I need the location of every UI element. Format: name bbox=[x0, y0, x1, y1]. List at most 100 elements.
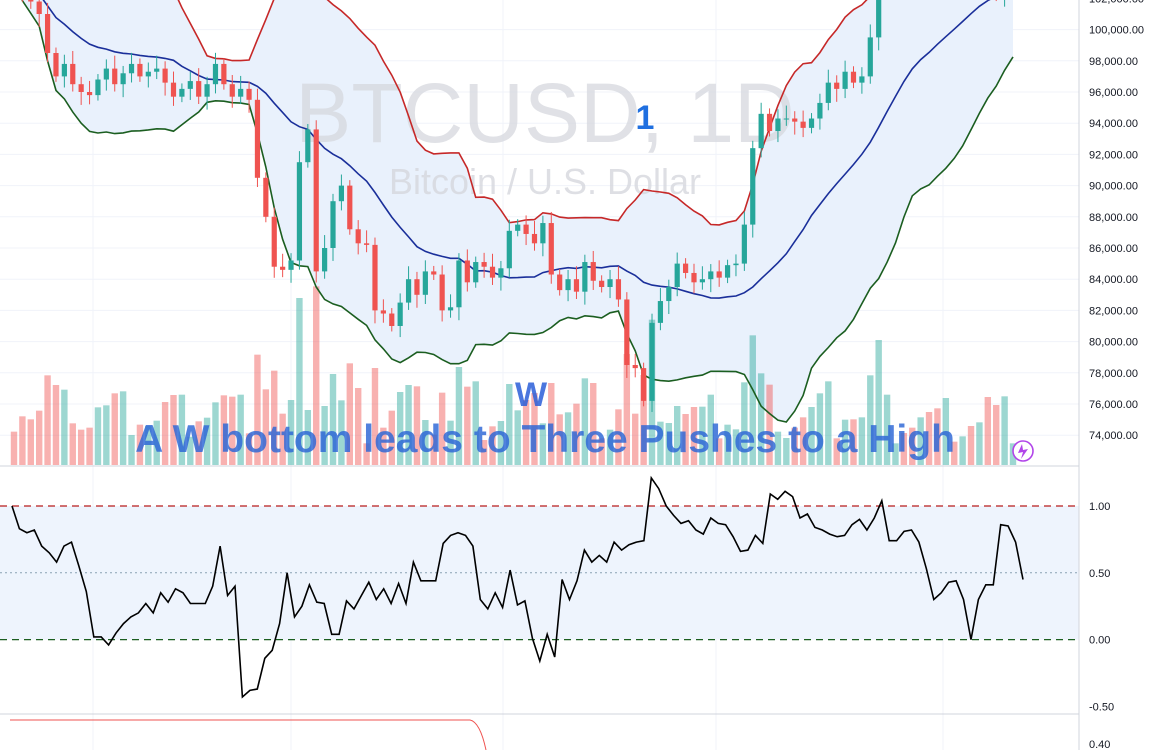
candle-body bbox=[615, 279, 622, 300]
candle-body bbox=[506, 230, 512, 269]
candle-body bbox=[313, 129, 319, 272]
volume-bar bbox=[396, 392, 404, 465]
volume-bar bbox=[732, 429, 740, 465]
volume-bar bbox=[699, 406, 706, 465]
oscillator-tick-label: 0.50 bbox=[1089, 568, 1110, 580]
volume-bar bbox=[900, 433, 908, 465]
volume-bar bbox=[875, 340, 882, 465]
candle-body bbox=[70, 63, 76, 85]
candle-body bbox=[246, 88, 252, 100]
candle-body bbox=[380, 310, 386, 314]
volume-bar bbox=[346, 363, 353, 465]
candle-body bbox=[607, 279, 613, 287]
volume-bar bbox=[959, 436, 966, 465]
annotations: 1 W A W bottom leads to Three Pushes to … bbox=[135, 99, 1034, 462]
candle-body bbox=[86, 92, 93, 96]
volume-bar bbox=[640, 375, 647, 465]
volume-bar bbox=[380, 427, 387, 465]
volume-bar bbox=[94, 407, 102, 465]
volume-bar bbox=[976, 422, 983, 465]
candle-body bbox=[590, 262, 596, 281]
candle-body bbox=[825, 82, 831, 103]
candle-body bbox=[347, 185, 353, 230]
candle-body bbox=[95, 79, 101, 96]
candle-body bbox=[204, 84, 210, 97]
price-tick-label: 94,000.00 bbox=[1089, 118, 1138, 130]
volume-bar bbox=[354, 388, 362, 465]
price-axis: 102,000.00 100,000.00 98,000.00 96,000.00 94… bbox=[1078, 0, 1169, 750]
volume-bar bbox=[44, 375, 51, 465]
candle-body bbox=[154, 68, 160, 72]
volume-bar bbox=[850, 419, 857, 465]
volume-bar bbox=[867, 375, 874, 465]
volume-bar bbox=[892, 443, 899, 465]
candle-body bbox=[792, 118, 798, 122]
volume-bar bbox=[833, 438, 840, 465]
candle-body bbox=[548, 223, 554, 275]
lower-band-line bbox=[21, 0, 1014, 423]
volume-bar bbox=[993, 405, 1000, 465]
upper-band-line bbox=[177, 0, 868, 226]
candle-body bbox=[750, 148, 756, 225]
volume-bar bbox=[984, 397, 992, 465]
candle-body bbox=[322, 248, 328, 272]
volume-bar bbox=[791, 427, 798, 465]
oscillator-line bbox=[11, 475, 1024, 699]
volume-bar bbox=[103, 405, 110, 465]
candle-body bbox=[137, 63, 143, 77]
volume-bar bbox=[531, 393, 538, 465]
volume-bar bbox=[413, 386, 421, 465]
candle-body bbox=[212, 63, 219, 85]
volume-bar bbox=[489, 426, 496, 465]
volume-bar bbox=[816, 393, 824, 465]
candle-body bbox=[254, 99, 261, 178]
pattern-label-w: W bbox=[515, 376, 548, 414]
oscillator-tick-label: 1.00 bbox=[1089, 501, 1110, 513]
candle-body bbox=[573, 279, 580, 292]
volume-bar bbox=[564, 412, 572, 465]
volume-bar bbox=[556, 414, 563, 465]
candle-body bbox=[447, 307, 454, 311]
candle-body bbox=[859, 76, 865, 83]
volume-bar bbox=[271, 370, 278, 465]
candle-body bbox=[699, 279, 705, 283]
volume-bar bbox=[606, 429, 614, 465]
magic-icon[interactable] bbox=[1012, 440, 1034, 462]
volume-bar bbox=[178, 394, 186, 465]
candle-body bbox=[128, 63, 135, 74]
candle-body bbox=[515, 224, 521, 231]
volume-bar bbox=[774, 431, 782, 465]
volume-bar bbox=[128, 435, 135, 465]
volume-bar bbox=[10, 431, 18, 465]
candle-body bbox=[456, 260, 462, 308]
candle-body bbox=[422, 271, 428, 295]
price-tick-label: 80,000.00 bbox=[1089, 337, 1138, 349]
candle-body bbox=[330, 201, 336, 248]
candle-body bbox=[565, 279, 571, 291]
candle-body bbox=[834, 82, 840, 89]
candle-body bbox=[397, 302, 403, 326]
candle-body bbox=[464, 260, 470, 283]
volume-bar bbox=[422, 420, 429, 465]
volume-bar bbox=[539, 423, 547, 465]
volume-bar bbox=[715, 438, 723, 465]
volume-bar bbox=[195, 421, 202, 465]
candlesticks bbox=[21, 0, 1006, 412]
volume-bar bbox=[766, 384, 773, 465]
volume-bar bbox=[329, 374, 337, 465]
volume-bar bbox=[657, 421, 664, 465]
volume-bar bbox=[212, 402, 219, 465]
candle-body bbox=[800, 121, 806, 128]
price-tick-label: 74,000.00 bbox=[1089, 430, 1138, 442]
candle-body bbox=[632, 365, 638, 369]
volume-bar bbox=[934, 408, 941, 465]
volume-bar bbox=[136, 424, 144, 465]
price-tick-label: 102,000.00 bbox=[1089, 0, 1144, 5]
candle-body bbox=[363, 243, 370, 245]
pane3-line bbox=[10, 719, 487, 750]
volume-bar bbox=[707, 394, 714, 465]
candle-body bbox=[641, 368, 647, 401]
volume-bar bbox=[296, 298, 303, 465]
price-tick-label: 76,000.00 bbox=[1089, 399, 1138, 411]
price-tick-label: 84,000.00 bbox=[1089, 274, 1138, 286]
